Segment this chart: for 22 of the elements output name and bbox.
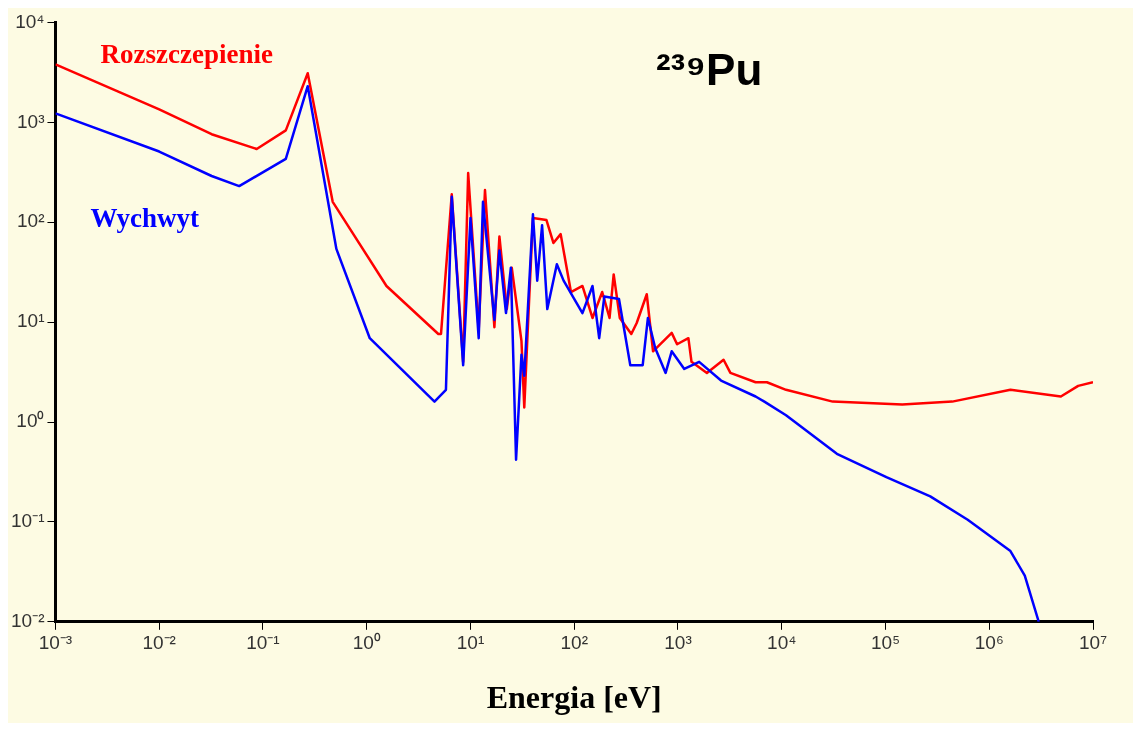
y-tick-label: 10⁻² — [10, 610, 45, 632]
x-tick-label: 10⁶ — [974, 632, 1004, 654]
series-label: Wychwyt — [90, 203, 199, 234]
y-tick-label: 10² — [16, 210, 45, 232]
series-label: Rozszczepienie — [100, 39, 273, 70]
x-tick-label: 10⁻² — [142, 632, 176, 654]
x-tick-label: 10⁵ — [870, 632, 900, 654]
annotation: ²³⁹Pu — [655, 44, 763, 94]
x-tick-label: 10⁴ — [767, 632, 797, 654]
x-tick-label: 10⁻³ — [38, 632, 73, 654]
x-tick-label: 10⁻¹ — [246, 632, 280, 654]
x-axis-title: Energia [eV] — [486, 679, 662, 716]
y-tick-label: 10⁴ — [15, 10, 45, 32]
y-tick-label: 10⁰ — [16, 410, 45, 432]
x-tick-label: 10⁷ — [1078, 632, 1108, 654]
x-tick-label: 10² — [560, 632, 588, 654]
x-tick-label: 10¹ — [456, 632, 485, 654]
y-tick-label: 10⁻¹ — [10, 510, 45, 532]
y-tick-label: 10¹ — [16, 310, 45, 332]
y-tick-label: 10³ — [16, 110, 45, 132]
x-tick-label: 10³ — [664, 632, 692, 654]
x-tick-label: 10⁰ — [352, 632, 381, 654]
